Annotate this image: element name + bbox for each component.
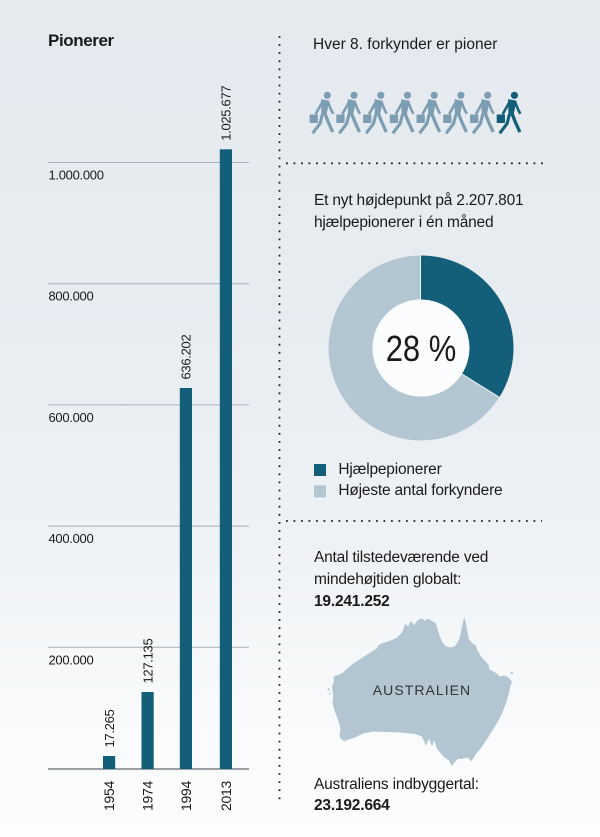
svg-text:200.000: 200.000 [49, 652, 94, 667]
svg-text:800.000: 800.000 [49, 289, 94, 304]
svg-text:1.000.000: 1.000.000 [49, 168, 104, 183]
svg-text:400.000: 400.000 [49, 531, 94, 546]
svg-text:127.135: 127.135 [140, 639, 155, 684]
svg-text:600.000: 600.000 [49, 410, 94, 425]
svg-text:2013: 2013 [218, 780, 234, 810]
svg-text:1974: 1974 [140, 780, 156, 810]
svg-text:1.025.677: 1.025.677 [219, 86, 234, 141]
svg-text:1954: 1954 [101, 780, 117, 810]
svg-text:636.202: 636.202 [179, 335, 194, 380]
svg-text:1994: 1994 [178, 780, 194, 810]
svg-text:17.265: 17.265 [102, 709, 117, 747]
